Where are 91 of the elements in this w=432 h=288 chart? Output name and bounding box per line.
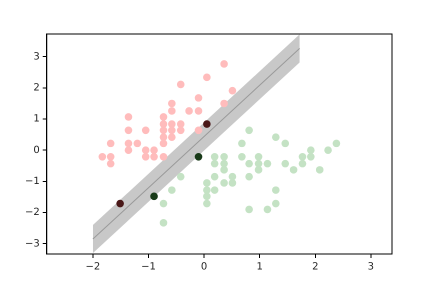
- point: [98, 152, 106, 161]
- point: [245, 126, 253, 134]
- point: [176, 126, 185, 134]
- point: [124, 126, 132, 134]
- point: [210, 172, 218, 181]
- point: [272, 200, 280, 208]
- point: [203, 179, 211, 187]
- x-tick-label: 1: [256, 262, 263, 273]
- point: [238, 152, 246, 161]
- point: [134, 140, 142, 148]
- point: [220, 166, 228, 174]
- point: [220, 60, 228, 68]
- point: [194, 107, 202, 115]
- y-tick-label: 2: [33, 82, 40, 94]
- y-tick-label: −3: [24, 238, 40, 250]
- point: [124, 146, 132, 154]
- point: [176, 120, 185, 128]
- point: [142, 126, 150, 134]
- y-tick-label: 0: [33, 144, 40, 156]
- point: [124, 140, 132, 148]
- y-tick-label: 1: [33, 114, 40, 125]
- point: [106, 152, 114, 161]
- point: [168, 126, 176, 134]
- point: [332, 140, 340, 148]
- point: [203, 120, 211, 128]
- x-tick-label: 2: [312, 262, 318, 273]
- point: [116, 200, 124, 208]
- point: [150, 152, 158, 161]
- x-tick-label: 3: [368, 262, 374, 273]
- point: [210, 160, 218, 168]
- point: [142, 146, 150, 154]
- point: [194, 126, 202, 134]
- point: [203, 192, 211, 200]
- y-tick-label: 3: [33, 51, 40, 62]
- point: [210, 186, 218, 194]
- point: [168, 133, 176, 141]
- point: [281, 140, 290, 148]
- point: [220, 160, 228, 168]
- point: [281, 160, 290, 168]
- point: [168, 100, 176, 108]
- point: [228, 86, 236, 95]
- point: [220, 100, 228, 108]
- point: [298, 160, 306, 168]
- x-tick-label: −2: [86, 262, 100, 273]
- point: [160, 219, 168, 227]
- point: [290, 166, 298, 174]
- point: [272, 186, 280, 194]
- point: [307, 152, 315, 161]
- x-tick-label: 0: [200, 262, 208, 273]
- point: [160, 113, 168, 121]
- point: [272, 133, 280, 141]
- point: [245, 160, 253, 168]
- point: [194, 152, 202, 161]
- point: [194, 94, 202, 102]
- point: [160, 140, 168, 148]
- point: [245, 172, 253, 181]
- point: [106, 160, 114, 168]
- point: [150, 146, 158, 154]
- point: [220, 152, 228, 161]
- point: [228, 179, 236, 187]
- point: [176, 172, 185, 181]
- point: [160, 152, 168, 161]
- x-tick-label: −1: [141, 262, 156, 273]
- point: [254, 152, 262, 161]
- point: [150, 192, 158, 200]
- point: [106, 140, 114, 148]
- point: [324, 146, 332, 154]
- point: [264, 206, 272, 214]
- point: [203, 186, 211, 194]
- point: [185, 107, 193, 115]
- y-tick-label: −1: [24, 176, 40, 187]
- point: [264, 160, 272, 168]
- y-tick-label: −2: [24, 207, 40, 218]
- point: [160, 126, 168, 134]
- point: [220, 179, 228, 187]
- point: [142, 152, 150, 161]
- point: [238, 140, 246, 148]
- point: [298, 152, 306, 161]
- point: [203, 74, 211, 82]
- point: [254, 166, 262, 174]
- point: [228, 172, 236, 181]
- point: [168, 107, 176, 115]
- point: [176, 80, 185, 88]
- point: [124, 113, 132, 121]
- point: [316, 166, 324, 174]
- point: [160, 200, 168, 208]
- point: [307, 146, 315, 154]
- point: [168, 186, 176, 194]
- point: [210, 152, 218, 161]
- point: [203, 200, 211, 208]
- point: [245, 206, 253, 214]
